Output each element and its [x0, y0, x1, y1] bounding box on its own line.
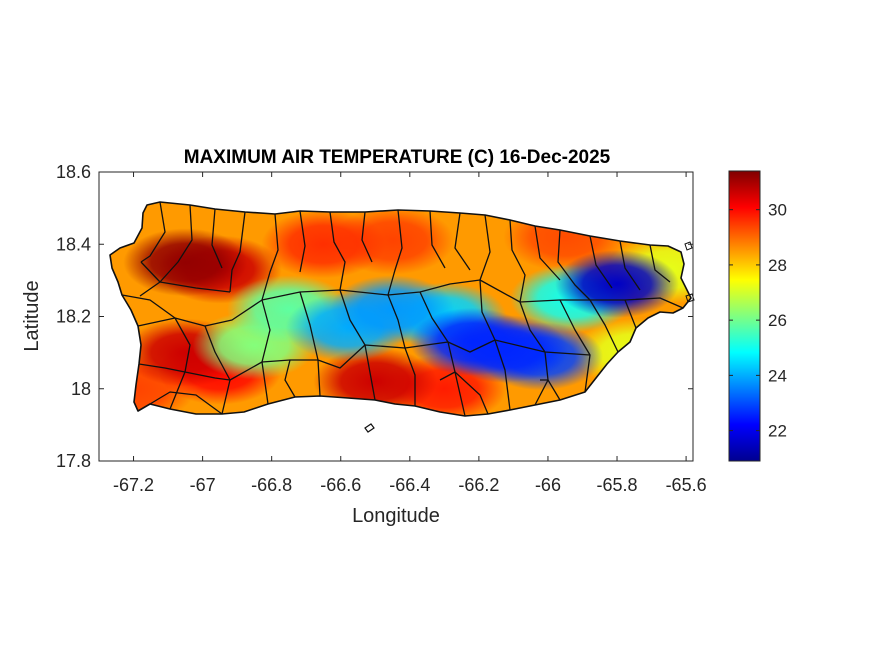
municipality-boundary [140, 261, 231, 293]
municipality-boundary [557, 229, 591, 301]
municipality-boundary [139, 204, 193, 297]
municipality-boundary [509, 219, 526, 303]
islet-east [685, 293, 695, 303]
x-tick-label: -65.6 [666, 475, 707, 495]
municipality-boundary [299, 291, 321, 397]
municipality-boundary [534, 225, 561, 281]
municipality-boundary [619, 240, 641, 291]
map-axes: -67.2 -67 -66.8 -66.6 -66.4 -66.2 -66 -65.8 -65.… [56, 162, 707, 495]
municipality-boundary [534, 379, 549, 406]
municipality-boundary [439, 371, 489, 415]
x-axis-ticks: -67.2 -67 -66.8 -66.6 -66.4 -66.2 -66 -65.8 -65.… [113, 172, 707, 495]
temperature-feature [261, 210, 386, 279]
y-tick-label: 18 [71, 379, 91, 399]
x-tick-label: -67.2 [113, 475, 154, 495]
municipality-boundary [479, 214, 491, 281]
x-tick-label: -66.6 [320, 475, 361, 495]
y-tick-label: 17.8 [56, 451, 91, 471]
municipality-boundary [211, 208, 223, 269]
temperature-feature [555, 249, 680, 318]
municipality-boundary [329, 211, 346, 291]
x-tick-label: -66.2 [458, 475, 499, 495]
municipality-boundary [140, 201, 166, 263]
municipality-boundary [339, 289, 376, 401]
municipality-boundary [559, 299, 591, 393]
municipality-boundary [284, 359, 296, 398]
municipality-boundary [387, 209, 403, 296]
municipality-boundary [138, 339, 591, 381]
municipality-boundary [204, 325, 231, 415]
x-tick-label: -66.4 [389, 475, 430, 495]
municipality-boundary [137, 317, 191, 410]
municipality-boundary [261, 299, 271, 405]
small-islets [364, 241, 695, 433]
municipality-boundary [429, 210, 446, 269]
municipality-boundary [589, 235, 613, 289]
x-axis-label: Longitude [352, 505, 440, 527]
islet-caja-de-muertos [364, 423, 375, 433]
colorbar-tick-label: 28 [768, 256, 787, 275]
temperature-feature [444, 315, 569, 384]
municipality-boundary [624, 299, 637, 329]
x-tick-label: -65.8 [597, 475, 638, 495]
temperature-feature [123, 228, 248, 297]
municipality-boundary [261, 213, 279, 301]
x-tick-label: -66 [535, 475, 561, 495]
y-axis-label: Latitude [21, 280, 43, 351]
colorbar: 22 24 26 28 30 [728, 170, 787, 462]
y-tick-label: 18.6 [56, 162, 91, 182]
municipality-boundary [454, 212, 471, 271]
x-tick-label: -66.8 [251, 475, 292, 495]
municipality-boundary [121, 279, 684, 327]
y-tick-label: 18.2 [56, 307, 91, 327]
municipality-boundaries [121, 201, 684, 417]
x-tick-label: -67 [190, 475, 216, 495]
municipality-boundary [229, 211, 246, 293]
municipality-boundary [649, 244, 671, 283]
colorbar-tick-label: 26 [768, 311, 787, 330]
chart-title: MAXIMUM AIR TEMPERATURE (C) 16-Dec-2025 [184, 147, 611, 168]
colorbar-tick-label: 24 [768, 366, 787, 385]
colorbar-tick-label: 30 [768, 201, 787, 220]
colorbar-tick-label: 22 [768, 422, 787, 441]
municipality-boundary [361, 211, 373, 263]
islet-northeast [684, 241, 693, 251]
municipality-boundary [589, 299, 619, 353]
colorbar-ticks: 22 24 26 28 30 [729, 201, 787, 441]
y-axis-ticks: 17.8 18 18.2 18.4 18.6 [56, 162, 693, 471]
municipality-boundary [299, 210, 306, 273]
colorbar-gradient [728, 170, 761, 462]
municipality-boundary [149, 391, 223, 415]
y-tick-label: 18.4 [56, 234, 91, 254]
